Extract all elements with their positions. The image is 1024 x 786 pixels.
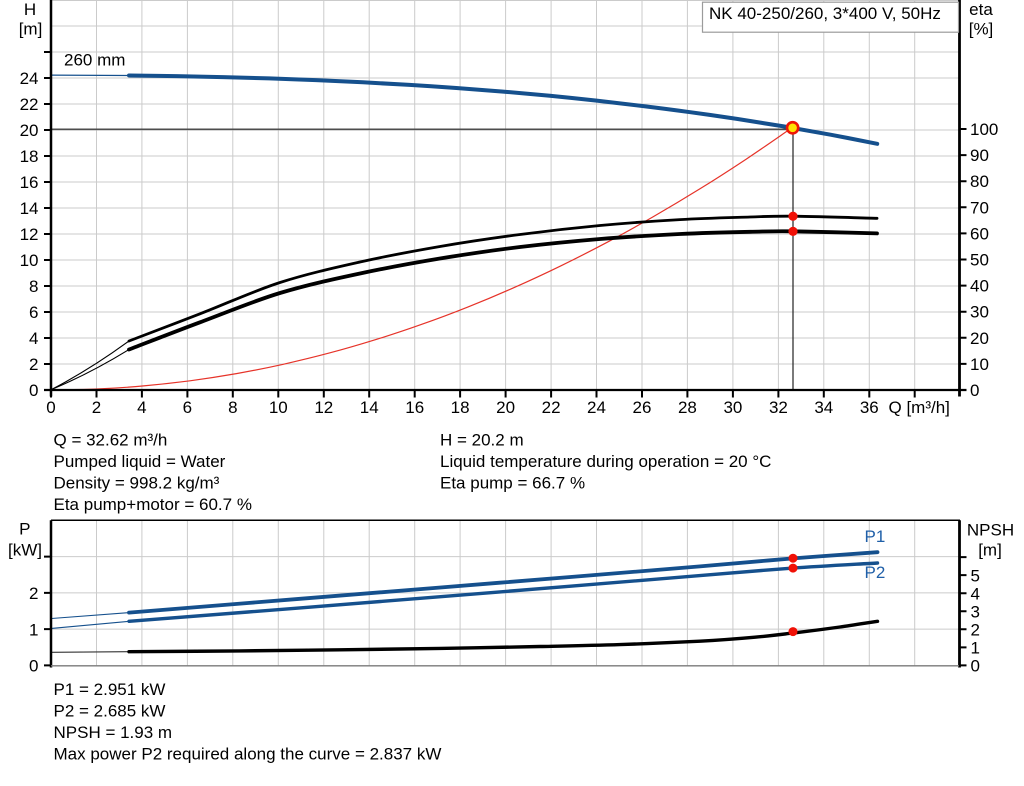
- svg-text:Liquid temperature during oper: Liquid temperature during operation = 20…: [440, 452, 771, 471]
- svg-text:32: 32: [769, 398, 788, 417]
- svg-text:0: 0: [29, 381, 38, 400]
- svg-text:36: 36: [860, 398, 879, 417]
- svg-text:Max power P2 required along th: Max power P2 required along the curve = …: [54, 744, 442, 763]
- svg-text:[%]: [%]: [969, 20, 994, 39]
- svg-text:[kW]: [kW]: [8, 540, 42, 559]
- svg-text:P2: P2: [865, 563, 886, 582]
- svg-text:4: 4: [137, 398, 146, 417]
- svg-text:18: 18: [20, 147, 39, 166]
- svg-text:16: 16: [20, 173, 39, 192]
- svg-text:0: 0: [971, 657, 980, 676]
- svg-text:24: 24: [20, 69, 39, 88]
- svg-text:H = 20.2 m: H = 20.2 m: [440, 431, 524, 450]
- svg-text:8: 8: [228, 398, 237, 417]
- svg-text:28: 28: [678, 398, 697, 417]
- svg-text:10: 10: [970, 355, 989, 374]
- svg-text:8: 8: [29, 277, 38, 296]
- svg-text:P1: P1: [865, 527, 886, 546]
- svg-text:100: 100: [970, 120, 998, 139]
- svg-text:22: 22: [542, 398, 561, 417]
- svg-text:12: 12: [20, 225, 39, 244]
- svg-text:34: 34: [814, 398, 833, 417]
- svg-text:20: 20: [970, 329, 989, 348]
- svg-text:12: 12: [314, 398, 333, 417]
- svg-text:0: 0: [29, 657, 38, 676]
- svg-text:26: 26: [633, 398, 652, 417]
- svg-text:1: 1: [29, 620, 38, 639]
- svg-text:6: 6: [183, 398, 192, 417]
- svg-text:30: 30: [723, 398, 742, 417]
- svg-text:NPSH = 1.93 m: NPSH = 1.93 m: [54, 723, 173, 742]
- svg-text:2: 2: [29, 584, 38, 603]
- svg-text:eta: eta: [969, 0, 993, 19]
- svg-text:0: 0: [970, 381, 979, 400]
- svg-text:16: 16: [405, 398, 424, 417]
- svg-text:2: 2: [29, 355, 38, 374]
- svg-text:4: 4: [29, 329, 38, 348]
- svg-text:H: H: [24, 0, 36, 19]
- svg-text:90: 90: [970, 146, 989, 165]
- svg-text:22: 22: [20, 95, 39, 114]
- svg-text:5: 5: [971, 566, 980, 585]
- svg-text:3: 3: [971, 603, 980, 622]
- svg-text:Q = 32.62 m³/h: Q = 32.62 m³/h: [54, 431, 168, 450]
- svg-text:70: 70: [970, 198, 989, 217]
- svg-text:Eta pump+motor = 60.7 %: Eta pump+motor = 60.7 %: [54, 495, 252, 514]
- svg-text:260 mm: 260 mm: [64, 51, 125, 70]
- svg-text:Pumped liquid = Water: Pumped liquid = Water: [54, 452, 226, 471]
- svg-text:Eta pump = 66.7 %: Eta pump = 66.7 %: [440, 474, 585, 493]
- svg-text:Q [m³/h]: Q [m³/h]: [889, 398, 950, 417]
- svg-text:[m]: [m]: [19, 20, 43, 39]
- svg-text:14: 14: [360, 398, 379, 417]
- svg-text:24: 24: [587, 398, 606, 417]
- svg-text:[m]: [m]: [978, 540, 1002, 559]
- svg-text:P1 = 2.951 kW: P1 = 2.951 kW: [54, 680, 166, 699]
- svg-text:60: 60: [970, 224, 989, 243]
- svg-text:NK 40-250/260, 3*400 V, 50Hz: NK 40-250/260, 3*400 V, 50Hz: [709, 4, 941, 23]
- svg-text:6: 6: [29, 303, 38, 322]
- svg-text:0: 0: [46, 398, 55, 417]
- svg-text:50: 50: [970, 251, 989, 270]
- svg-text:2: 2: [92, 398, 101, 417]
- svg-text:P: P: [19, 520, 30, 539]
- svg-text:20: 20: [496, 398, 515, 417]
- svg-text:4: 4: [971, 584, 980, 603]
- svg-text:40: 40: [970, 277, 989, 296]
- svg-text:2: 2: [971, 621, 980, 640]
- svg-text:18: 18: [451, 398, 470, 417]
- svg-text:10: 10: [269, 398, 288, 417]
- svg-text:Density = 998.2 kg/m³: Density = 998.2 kg/m³: [54, 474, 220, 493]
- svg-text:10: 10: [20, 251, 39, 270]
- svg-text:14: 14: [20, 199, 39, 218]
- svg-text:P2 = 2.685 kW: P2 = 2.685 kW: [54, 702, 166, 721]
- svg-text:NPSH: NPSH: [967, 520, 1014, 539]
- svg-text:80: 80: [970, 172, 989, 191]
- svg-text:30: 30: [970, 303, 989, 322]
- svg-text:20: 20: [20, 121, 39, 140]
- svg-text:1: 1: [971, 639, 980, 658]
